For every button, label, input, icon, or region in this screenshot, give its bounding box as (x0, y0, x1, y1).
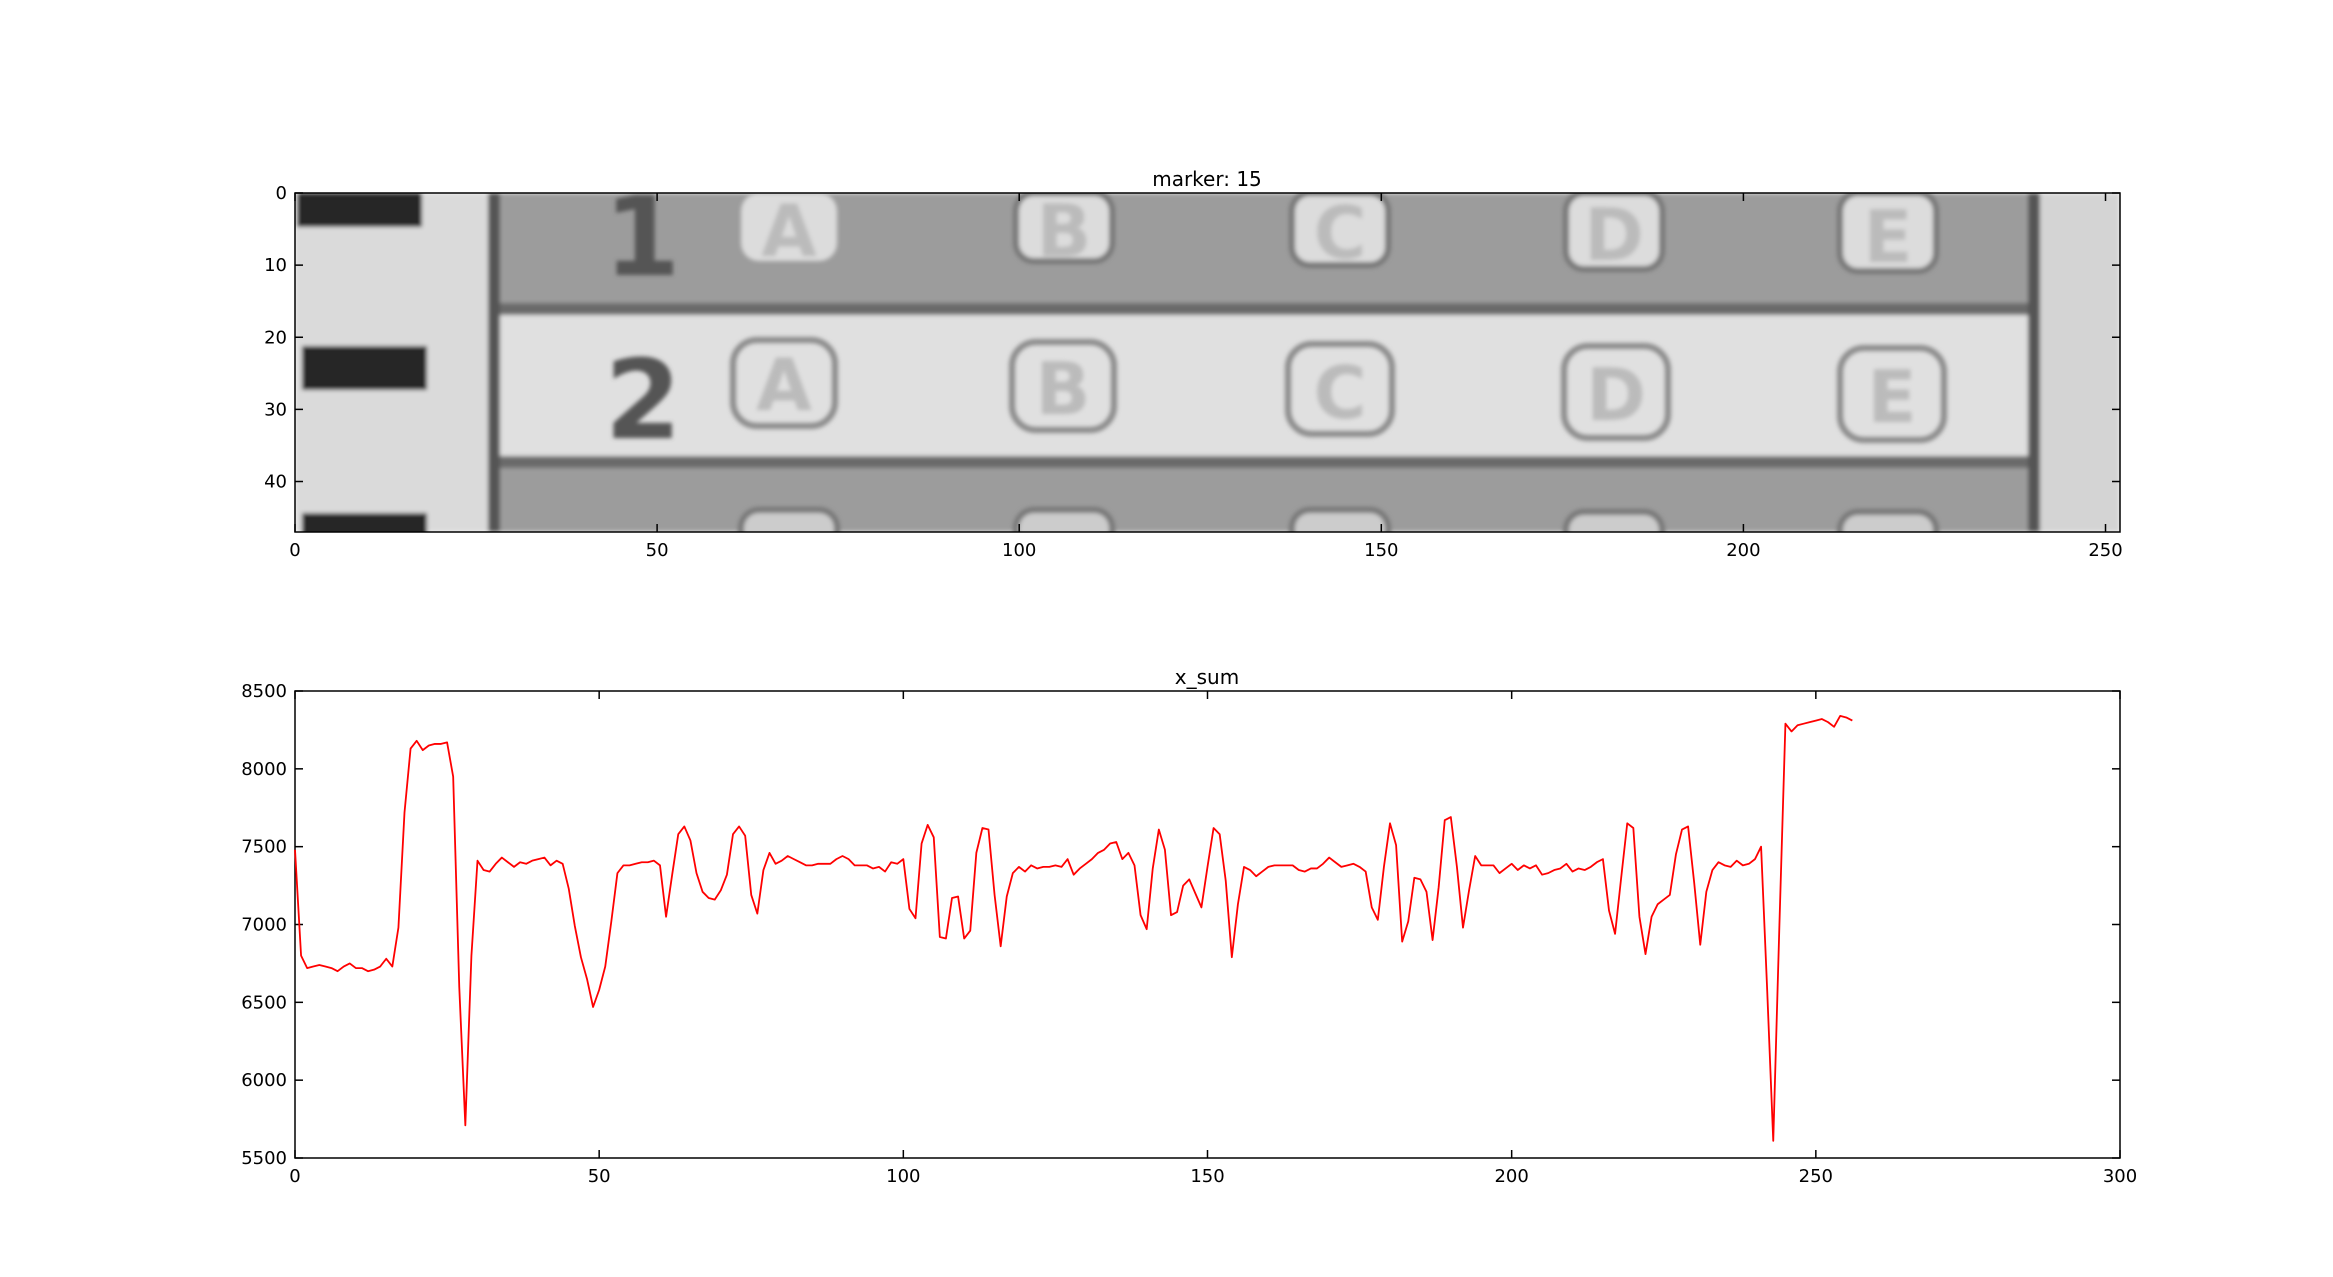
y-tick-label: 30 (264, 399, 287, 420)
image-title: marker: 15 (1152, 167, 1262, 191)
x-tick-label: 0 (289, 540, 300, 561)
x-tick-label: 100 (886, 1166, 920, 1187)
x-tick-label: 0 (289, 1166, 300, 1187)
y-tick-label: 8500 (241, 681, 287, 702)
y-tick-label: 0 (276, 183, 287, 204)
x-tick-label: 300 (2103, 1166, 2137, 1187)
x-tick-label: 250 (1799, 1166, 1833, 1187)
x-tick-label: 50 (588, 1166, 611, 1187)
plot-title: x_sum (1175, 665, 1239, 689)
choice-label: B (1037, 189, 1092, 273)
image-axis-ticks: 0 50 100 150 200 250 0 10 20 30 40 (264, 183, 2123, 561)
choice-label: C (1314, 191, 1367, 275)
choice-label: A (761, 189, 817, 273)
question-number: 1 (604, 173, 681, 301)
plot-axis-ticks: 0 50 100 150 200 250 300 5500 6000 6500 7000 7500 80… (241, 681, 2137, 1187)
x-tick-label: 200 (1726, 540, 1760, 561)
choice-label: E (1867, 355, 1916, 439)
x-tick-label: 100 (1002, 540, 1036, 561)
plot-axes-frame (294, 690, 2121, 1159)
choice-label: A (756, 343, 812, 427)
choice-label: C (1314, 351, 1367, 435)
answer-sheet-image: 1 A B C D E 2 A B C (295, 173, 2120, 532)
y-tick-label: 6500 (241, 992, 287, 1013)
y-tick-label: 8000 (241, 759, 287, 780)
question-number: 2 (605, 336, 682, 464)
timing-mark (302, 346, 427, 390)
y-tick-label: 40 (264, 472, 287, 493)
y-tick-label: 10 (264, 255, 287, 276)
x-tick-label: 150 (1190, 1166, 1224, 1187)
image-panel: marker: 15 (264, 167, 2123, 561)
choice-label: E (1863, 195, 1912, 279)
line-panel: x_sum 0 50 100 150 200 250 300 5500 6000 6500 7000… (241, 665, 2137, 1187)
x-tick-label: 50 (646, 540, 669, 561)
y-tick-label: 6000 (241, 1070, 287, 1091)
y-tick-label: 20 (264, 327, 287, 348)
y-tick-label: 5500 (241, 1148, 287, 1169)
timing-mark (297, 193, 422, 227)
y-tick-label: 7500 (241, 837, 287, 858)
choice-label: D (1586, 353, 1646, 437)
x-tick-label: 200 (1494, 1166, 1528, 1187)
choice-label: B (1036, 347, 1091, 431)
timing-mark (302, 513, 427, 532)
image-axes-frame (294, 192, 2121, 533)
choice-label: D (1584, 193, 1644, 277)
series-line-x_sum (294, 715, 1853, 1142)
x-tick-label: 150 (1364, 540, 1398, 561)
y-tick-label: 7000 (241, 915, 287, 936)
x-tick-label: 250 (2088, 540, 2122, 561)
